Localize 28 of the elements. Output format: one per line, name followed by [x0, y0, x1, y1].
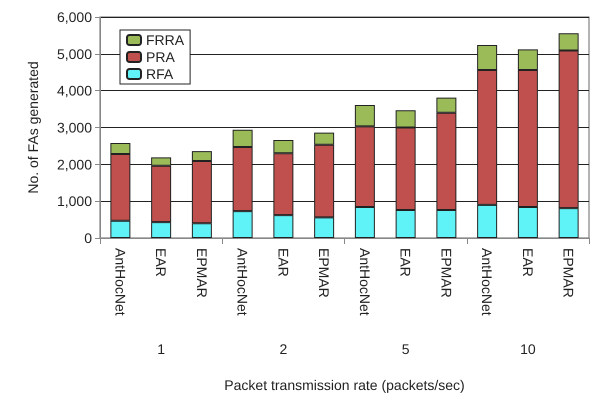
x-axis-title: Packet transmission rate (packets/sec): [224, 377, 465, 393]
y-tick-label: 4,000: [56, 82, 92, 99]
y-tick-label: 1,000: [56, 193, 92, 210]
text: 2: [279, 341, 288, 357]
text: 10: [520, 341, 536, 357]
x-tick-label: EAR: [520, 248, 536, 277]
legend-label: RFA: [146, 66, 174, 82]
x-tick-label: AntHocNet: [234, 248, 251, 316]
y-tick-label: 3,000: [56, 120, 92, 136]
x-tick-label: AntHocNet: [479, 248, 496, 316]
text: 1: [157, 341, 166, 357]
y-tick-label: 2,000: [56, 156, 92, 172]
x-tick-label: EPMAR: [316, 248, 332, 298]
x-tick-label: EAR: [275, 248, 292, 277]
legend-label: FRRA: [146, 32, 185, 48]
y-tick-label: 0: [84, 230, 92, 246]
x-tick-label: EPMAR: [560, 248, 577, 298]
y-axis-title: No. of FAs generated: [25, 61, 41, 194]
x-tick-label: EAR: [153, 248, 170, 277]
legend-label: PRA: [146, 49, 176, 65]
y-tick-label: 5,000: [56, 46, 92, 62]
x-tick-label: EPMAR: [438, 248, 454, 298]
text: 5: [402, 341, 410, 357]
x-tick-label: EPMAR: [194, 248, 210, 298]
y-tick-label: 6,000: [56, 9, 92, 25]
x-tick-label: AntHocNet: [112, 248, 128, 316]
x-tick-label: AntHocNet: [356, 248, 373, 316]
x-tick-label: EAR: [398, 248, 414, 277]
